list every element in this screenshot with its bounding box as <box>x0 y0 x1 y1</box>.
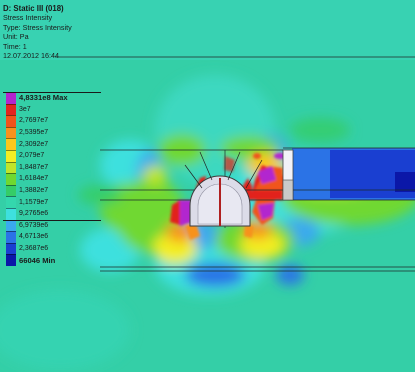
legend-swatch <box>6 231 16 243</box>
legend-value: 4,8331e8 Max <box>19 93 68 103</box>
result-time: Time: 1 <box>3 41 27 51</box>
legend-swatch <box>6 149 16 162</box>
legend-swatch <box>6 115 16 127</box>
result-subtitle: Stress Intensity <box>3 13 53 23</box>
legend-value: 1,8487e7 <box>19 163 49 171</box>
mesh-lines <box>55 56 415 272</box>
legend-row: 1,8487e7 <box>6 161 101 174</box>
contour-top-band <box>0 0 415 60</box>
legend-row: 66046 Min <box>6 254 101 266</box>
legend-value: 2,7697e7 <box>19 117 49 125</box>
legend-swatch <box>6 126 16 139</box>
tunnel-cross-section <box>184 151 263 227</box>
legend-value: 2,5395e7 <box>19 129 49 137</box>
support-plate <box>282 179 294 201</box>
legend-row: 2,3687e6 <box>6 242 101 255</box>
result-unit: Unit: Pa <box>3 32 29 42</box>
legend-swatch <box>6 161 16 174</box>
legend-row: 9,2765e6 <box>6 207 101 220</box>
legend-row: 6,9739e6 <box>3 219 101 232</box>
legend-row: 2,7697e7 <box>6 115 101 127</box>
tunnel-structure-right <box>282 147 415 201</box>
legend-row: 2,5395e7 <box>6 126 101 139</box>
legend-value: 1,6184e7 <box>19 175 49 183</box>
result-info-panel: D: Static III (018) Stress Intensity Typ… <box>3 4 72 60</box>
legend-value: 2,3092e7 <box>19 140 49 148</box>
legend-value: 6,9739e6 <box>19 221 49 229</box>
legend-row: 4,6713e6 <box>6 231 101 243</box>
legend-swatch <box>6 92 16 104</box>
legend-value: 1,1579e7 <box>19 198 49 206</box>
legend-swatch <box>6 103 16 116</box>
result-type: Type: Stress Intensity <box>3 22 72 32</box>
legend-value: 3e7 <box>19 105 31 113</box>
legend-swatch <box>6 254 16 266</box>
legend-row: 2,079e7 <box>6 149 101 162</box>
legend-value: 2,079e7 <box>19 152 45 160</box>
legend-swatch <box>6 138 16 150</box>
legend-row: 2,3092e7 <box>6 138 101 150</box>
legend-swatch <box>6 184 16 197</box>
legend-row: 3e7 <box>6 103 101 116</box>
legend-value: 2,3687e6 <box>19 245 49 253</box>
result-title: D: Static III (018) <box>3 4 64 13</box>
legend-swatch <box>6 196 16 208</box>
legend-swatch <box>6 242 16 255</box>
color-legend[interactable]: 4,8331e8 Max 3e7 2,7697e7 2,5395e7 2,3092e7 2… <box>3 92 101 266</box>
legend-value: 9,2765e6 <box>19 210 49 218</box>
legend-swatch <box>6 219 16 232</box>
legend-row: 1,6184e7 <box>6 173 101 185</box>
result-date: 12.07.2012 16:44 <box>3 51 59 61</box>
legend-value: 66046 Min <box>19 255 56 265</box>
legend-value: 1,3882e7 <box>19 187 49 195</box>
legend-row: 4,8331e8 Max <box>3 92 101 104</box>
legend-swatch <box>6 207 16 220</box>
legend-row: 1,3882e7 <box>6 184 101 197</box>
legend-row: 1,1579e7 <box>6 196 101 208</box>
legend-value: 4,6713e6 <box>19 233 49 241</box>
legend-swatch <box>6 173 16 185</box>
